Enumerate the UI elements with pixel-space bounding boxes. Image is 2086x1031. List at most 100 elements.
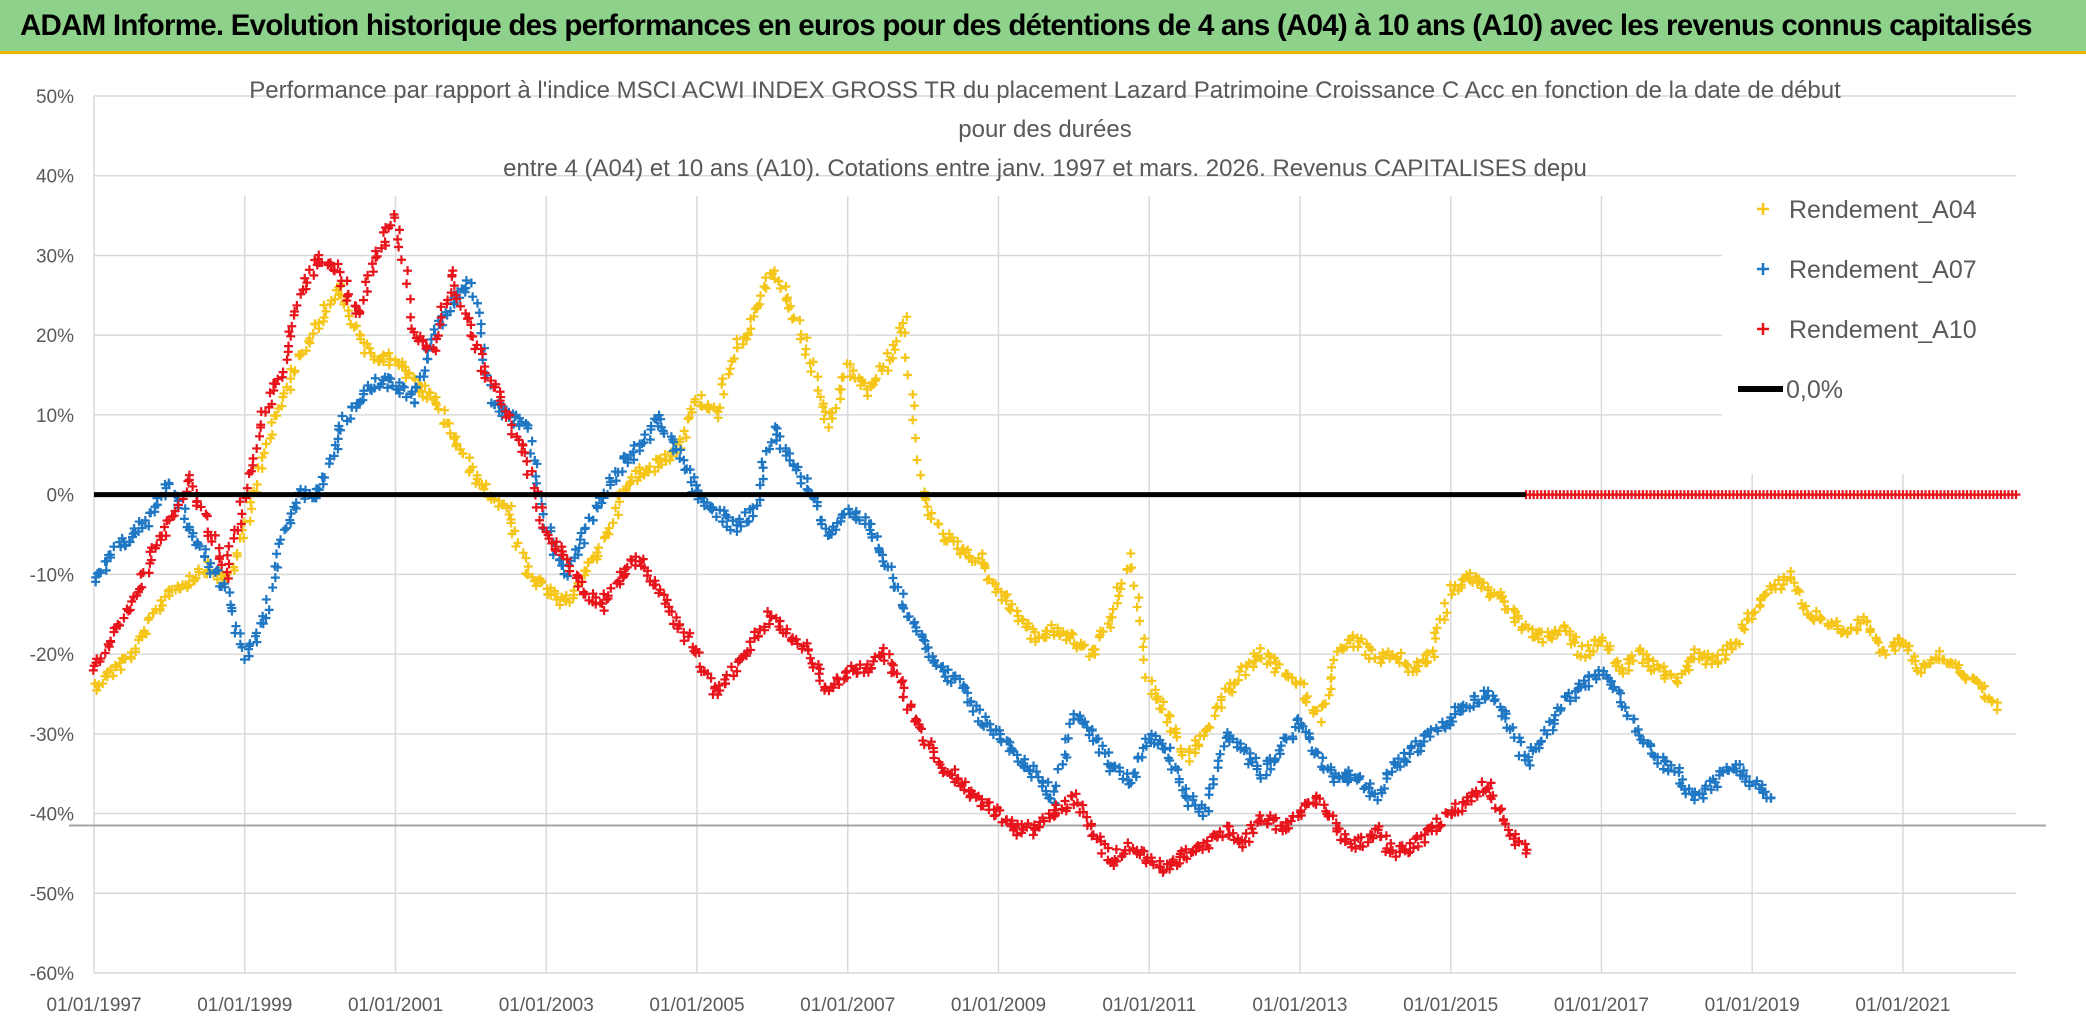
data-point: [1355, 637, 1365, 647]
data-point: [1326, 765, 1336, 775]
data-point: [1151, 694, 1161, 704]
data-point: [887, 562, 897, 572]
data-point: [265, 388, 275, 398]
data-point: [573, 581, 583, 591]
data-point: [309, 270, 319, 280]
data-point: [742, 334, 752, 344]
data-point: [729, 671, 739, 681]
data-point: [1593, 641, 1603, 651]
data-point: [1910, 656, 1920, 666]
data-point: [270, 561, 280, 571]
data-point: [229, 562, 239, 572]
data-point: [1082, 812, 1092, 822]
data-point: [1018, 615, 1028, 625]
data-point: [1060, 750, 1070, 760]
data-point: [744, 516, 754, 526]
data-point: [401, 392, 411, 402]
data-point: [900, 328, 910, 338]
data-point: [1344, 775, 1354, 785]
data-point: [287, 321, 297, 331]
data-point: [758, 474, 768, 484]
data-point: [574, 543, 584, 553]
data-point: [1381, 831, 1391, 841]
data-point: [369, 351, 379, 361]
data-point: [235, 628, 245, 638]
data-point: [132, 591, 142, 601]
data-point: [1173, 765, 1183, 775]
data-point: [1265, 651, 1275, 661]
data-point: [364, 343, 374, 353]
data-point: [1731, 637, 1741, 647]
data-point: [1091, 734, 1101, 744]
data-point: [1627, 651, 1637, 661]
data-point: [796, 478, 806, 488]
data-point: [887, 658, 897, 668]
data-point: [848, 366, 858, 376]
y-tick-label: 10%: [36, 406, 74, 427]
y-tick-label: -60%: [30, 964, 74, 985]
data-point: [1049, 787, 1059, 797]
data-point: [278, 367, 288, 377]
data-point: [1674, 767, 1684, 777]
data-point: [394, 242, 404, 252]
legend-item: Rendement_A07: [1757, 256, 1977, 284]
legend-box: [1722, 182, 2016, 474]
data-point: [681, 432, 691, 442]
data-point: [1446, 712, 1456, 722]
data-point: [1084, 651, 1094, 661]
data-point: [900, 353, 910, 363]
data-point: [667, 607, 677, 617]
data-point: [224, 541, 234, 551]
data-point: [770, 422, 780, 432]
data-point: [252, 637, 262, 647]
data-point: [1086, 821, 1096, 831]
data-point: [1750, 607, 1760, 617]
data-point: [1412, 657, 1422, 667]
data-point: [761, 283, 771, 293]
data-point: [313, 484, 322, 494]
data-point: [431, 346, 441, 356]
data-point: [669, 437, 679, 447]
data-point: [1216, 692, 1226, 702]
data-point: [1612, 656, 1622, 666]
data-point: [191, 573, 201, 583]
data-point: [280, 525, 290, 535]
data-point: [717, 517, 727, 527]
data-point: [1432, 623, 1442, 633]
data-point: [824, 422, 834, 432]
data-point: [1570, 638, 1580, 648]
data-point: [1815, 612, 1825, 622]
data-point: [815, 676, 825, 686]
data-point: [1477, 777, 1487, 787]
data-point: [1181, 844, 1191, 854]
data-point: [685, 465, 695, 475]
data-point: [140, 516, 150, 526]
data-point: [1013, 756, 1023, 766]
data-point: [724, 369, 734, 379]
data-point: [786, 301, 796, 311]
data-point: [100, 648, 110, 658]
data-point: [1471, 572, 1481, 582]
data-point: [389, 210, 399, 220]
data-point: [449, 281, 459, 291]
data-point: [286, 331, 296, 341]
data-point: [268, 583, 278, 593]
data-point: [1310, 706, 1320, 716]
data-point: [1020, 754, 1030, 764]
data-point: [276, 535, 286, 545]
data-point: [1412, 666, 1422, 676]
data-point: [1334, 823, 1344, 833]
data-point: [1104, 747, 1114, 757]
data-point: [953, 774, 963, 784]
data-point: [298, 285, 308, 295]
data-point: [1620, 703, 1630, 713]
data-point: [329, 266, 339, 276]
data-point: [486, 376, 496, 386]
data-point: [1012, 830, 1022, 840]
data-point: [1499, 596, 1509, 606]
data-point: [1718, 767, 1728, 777]
data-point: [126, 654, 136, 664]
data-point: [436, 312, 446, 322]
data-point: [1584, 681, 1594, 691]
data-point: [1442, 608, 1452, 618]
